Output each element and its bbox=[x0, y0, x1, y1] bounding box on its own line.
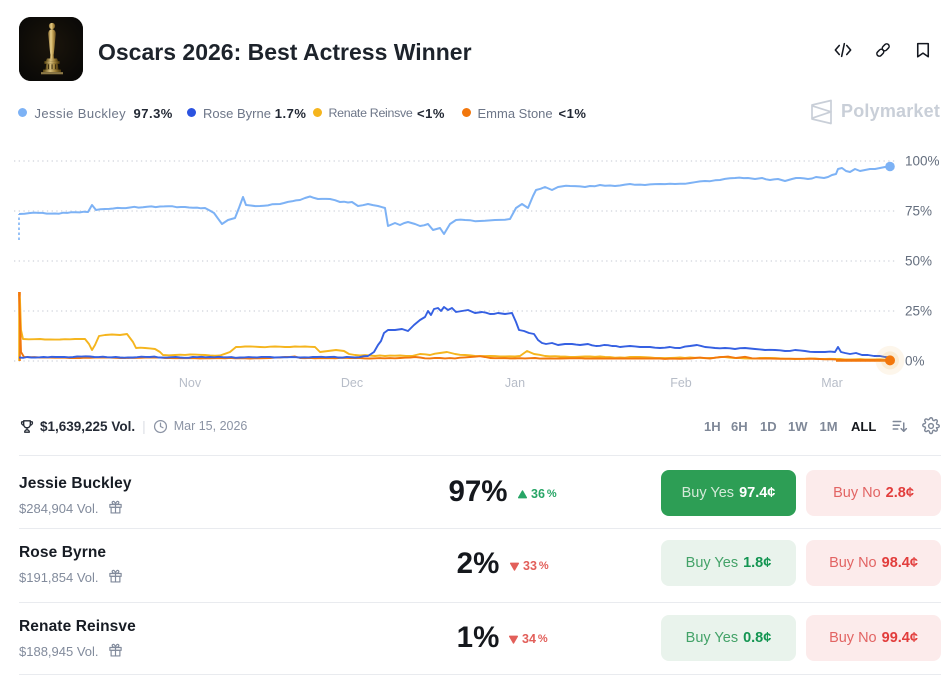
svg-text:Jan: Jan bbox=[505, 376, 525, 390]
svg-text:0%: 0% bbox=[905, 354, 925, 369]
svg-text:Feb: Feb bbox=[670, 376, 692, 390]
svg-text:Mar: Mar bbox=[821, 376, 843, 390]
svg-text:Nov: Nov bbox=[179, 376, 202, 390]
svg-text:25%: 25% bbox=[905, 304, 932, 319]
svg-text:100%: 100% bbox=[905, 154, 940, 169]
svg-text:Dec: Dec bbox=[341, 376, 363, 390]
svg-text:75%: 75% bbox=[905, 204, 932, 219]
svg-text:50%: 50% bbox=[905, 254, 932, 269]
